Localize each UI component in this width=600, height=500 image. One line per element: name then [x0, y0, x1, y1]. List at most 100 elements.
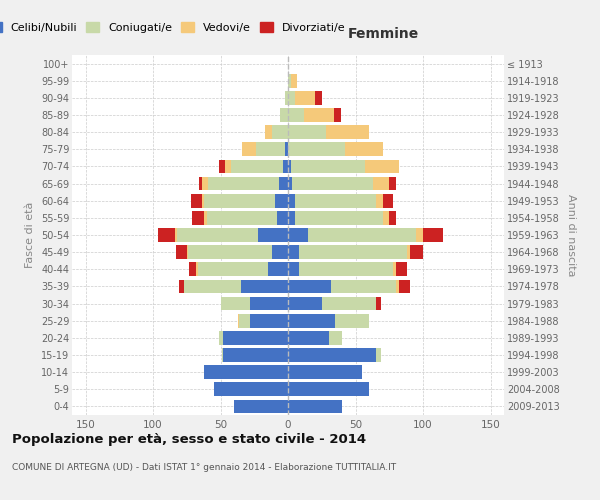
Bar	[290, 74, 298, 88]
Legend: Celibi/Nubili, Coniugati/e, Vedovi/e, Divorziati/e: Celibi/Nubili, Coniugati/e, Vedovi/e, Di…	[0, 18, 350, 37]
Bar	[295, 91, 315, 104]
Bar	[292, 176, 373, 190]
Bar	[190, 262, 196, 276]
Bar	[389, 211, 396, 224]
Bar	[331, 280, 396, 293]
Bar	[187, 246, 188, 259]
Bar	[178, 228, 259, 242]
Bar	[389, 176, 396, 190]
Bar	[308, 228, 416, 242]
Bar	[219, 331, 223, 344]
Bar	[232, 160, 283, 173]
Bar	[409, 246, 423, 259]
Bar	[272, 126, 288, 139]
Bar	[288, 331, 329, 344]
Bar	[288, 108, 304, 122]
Bar	[288, 142, 344, 156]
Bar	[202, 176, 208, 190]
Bar	[278, 176, 288, 190]
Bar	[407, 246, 409, 259]
Bar	[288, 194, 295, 207]
Bar	[304, 108, 334, 122]
Bar	[179, 280, 184, 293]
Bar	[268, 262, 288, 276]
Bar	[288, 126, 326, 139]
Text: Popolazione per età, sesso e stato civile - 2014: Popolazione per età, sesso e stato civil…	[12, 432, 366, 446]
Bar	[288, 366, 362, 379]
Bar	[197, 262, 268, 276]
Bar	[223, 348, 288, 362]
Bar	[290, 160, 365, 173]
Bar	[283, 160, 288, 173]
Bar	[326, 126, 369, 139]
Y-axis label: Anni di nascita: Anni di nascita	[566, 194, 576, 276]
Bar	[223, 331, 288, 344]
Bar	[376, 296, 381, 310]
Y-axis label: Fasce di età: Fasce di età	[25, 202, 35, 268]
Bar	[288, 74, 290, 88]
Bar	[192, 211, 204, 224]
Bar	[335, 314, 369, 328]
Bar	[295, 211, 383, 224]
Bar	[299, 262, 394, 276]
Bar	[265, 126, 272, 139]
Bar	[383, 194, 394, 207]
Bar	[199, 176, 202, 190]
Bar	[175, 228, 177, 242]
Bar	[288, 314, 335, 328]
Bar	[286, 142, 288, 156]
Bar	[202, 194, 204, 207]
Bar	[299, 246, 407, 259]
Bar	[376, 194, 383, 207]
Bar	[280, 108, 288, 122]
Text: COMUNE DI ARTEGNA (UD) - Dati ISTAT 1° gennaio 2014 - Elaborazione TUTTITALIA.IT: COMUNE DI ARTEGNA (UD) - Dati ISTAT 1° g…	[12, 462, 396, 471]
Bar	[334, 108, 341, 122]
Bar	[394, 262, 396, 276]
Bar	[204, 366, 288, 379]
Bar	[373, 176, 389, 190]
Bar	[399, 280, 410, 293]
Bar	[365, 160, 399, 173]
Bar	[272, 246, 288, 259]
Bar	[241, 280, 288, 293]
Bar	[329, 331, 342, 344]
Bar	[191, 194, 202, 207]
Bar	[208, 176, 278, 190]
Bar	[277, 211, 288, 224]
Bar	[286, 91, 288, 104]
Bar	[288, 400, 342, 413]
Bar	[239, 314, 250, 328]
Bar	[214, 382, 288, 396]
Bar	[250, 296, 288, 310]
Bar	[288, 296, 322, 310]
Bar	[396, 262, 407, 276]
Bar	[288, 91, 295, 104]
Bar	[256, 142, 286, 156]
Bar	[188, 246, 272, 259]
Bar	[204, 211, 207, 224]
Bar	[250, 314, 288, 328]
Bar	[224, 160, 232, 173]
Bar	[204, 194, 275, 207]
Bar	[288, 382, 369, 396]
Bar	[222, 348, 223, 362]
Bar	[295, 194, 376, 207]
Bar	[196, 262, 197, 276]
Bar	[221, 296, 250, 310]
Bar	[234, 400, 288, 413]
Bar	[288, 262, 299, 276]
Bar	[238, 314, 239, 328]
Bar	[383, 211, 389, 224]
Bar	[288, 246, 299, 259]
Bar	[416, 228, 423, 242]
Bar	[288, 160, 290, 173]
Bar	[158, 228, 175, 242]
Bar	[288, 211, 295, 224]
Bar	[219, 160, 224, 173]
Text: Femmine: Femmine	[347, 26, 419, 40]
Bar	[288, 280, 331, 293]
Bar	[275, 194, 288, 207]
Bar	[315, 91, 322, 104]
Bar	[184, 280, 241, 293]
Bar	[242, 142, 256, 156]
